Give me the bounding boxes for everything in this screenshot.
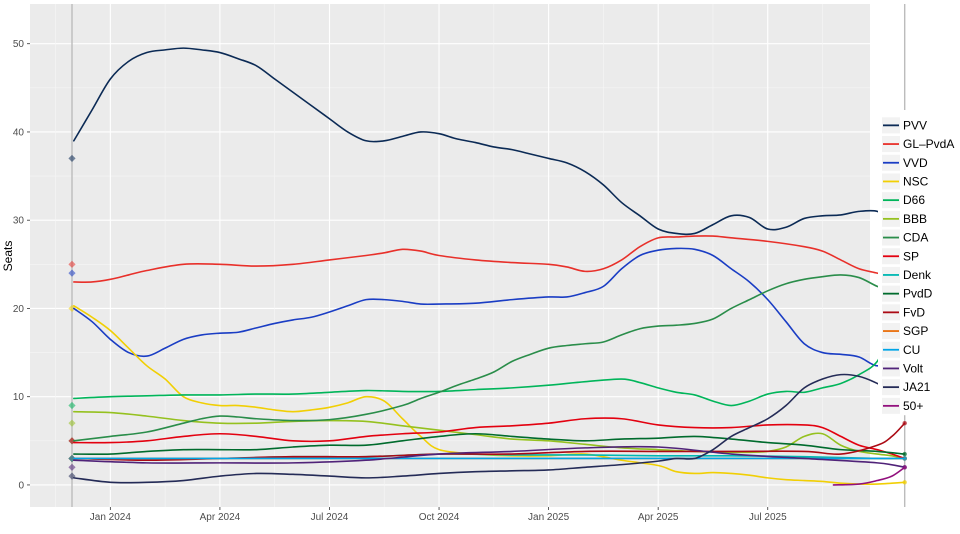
legend-label-sp: SP (903, 249, 919, 263)
legend-label-sgp: SGP (903, 324, 928, 338)
y-axis-title: Seats (1, 241, 15, 272)
series-line-layer (73, 47, 906, 486)
start-point-d66 (68, 401, 76, 410)
x-tick-label: Jan 2025 (528, 512, 570, 523)
x-tick-label: Jul 2025 (749, 512, 787, 523)
x-tick-label: Oct 2024 (419, 512, 460, 523)
y-tick-label: 0 (18, 480, 24, 491)
series-line-vvd (73, 247, 906, 367)
legend-label-d66: D66 (903, 193, 925, 207)
series-line-d66 (73, 272, 906, 407)
series-line-nsc (73, 305, 906, 485)
axis-layer: 0 10 20 30 40 50 Jan 2024 Apr 2024 Jul 2024 Oct 2… (13, 39, 787, 523)
legend-label-nsc: NSC (903, 174, 929, 188)
series-line-50 (832, 466, 906, 486)
legend-label-pvdd: PvdD (903, 287, 933, 301)
legend: PVV GL–PvdA VVD NSC D66 BBB CDA SP Denk PvdD FvD SG… (878, 110, 954, 416)
start-point-vvd (68, 269, 76, 277)
legend-label-volt: Volt (903, 361, 924, 375)
series-line-cda (73, 274, 906, 442)
x-tick-label: Jul 2024 (311, 512, 349, 523)
legend-label-50: 50+ (903, 399, 923, 413)
y-tick-label: 50 (13, 39, 25, 50)
legend-label-gl-pvda: GL–PvdA (903, 137, 954, 151)
series-line-pvdd (73, 432, 906, 456)
x-tick-label: Jan 2024 (90, 512, 132, 523)
legend-label-ja21: JA21 (903, 380, 931, 394)
legend-label-cu: CU (903, 343, 920, 357)
legend-label-vvd: VVD (903, 156, 928, 170)
series-line-sp (73, 417, 906, 460)
start-point-nsc (68, 304, 76, 313)
legend-label-denk: Denk (903, 268, 932, 282)
y-tick-label: 10 (13, 392, 25, 403)
x-tick-label: Apr 2024 (200, 512, 241, 523)
legend-label-fvd: FvD (903, 305, 925, 319)
series-line-bbb (73, 410, 906, 460)
series-line-gl-pvda (73, 235, 906, 283)
legend-label-cda: CDA (903, 231, 928, 245)
series-line-volt (73, 445, 906, 469)
x-tick-label: Apr 2025 (638, 512, 679, 523)
legend-label-pvv: PVV (903, 118, 927, 132)
start-point-pvv (68, 154, 76, 163)
legend-label-bbb: BBB (903, 212, 927, 226)
start-point-bbb (68, 419, 76, 427)
start-point-gl-pvda (68, 260, 76, 268)
series-line-ja21 (73, 373, 906, 484)
start-point-volt (68, 463, 76, 471)
y-tick-label: 40 (13, 127, 25, 138)
y-tick-label: 20 (13, 304, 25, 315)
y-tick-label: 30 (13, 216, 25, 227)
start-point-ja21 (68, 472, 76, 480)
series-line-pvv (73, 47, 906, 257)
